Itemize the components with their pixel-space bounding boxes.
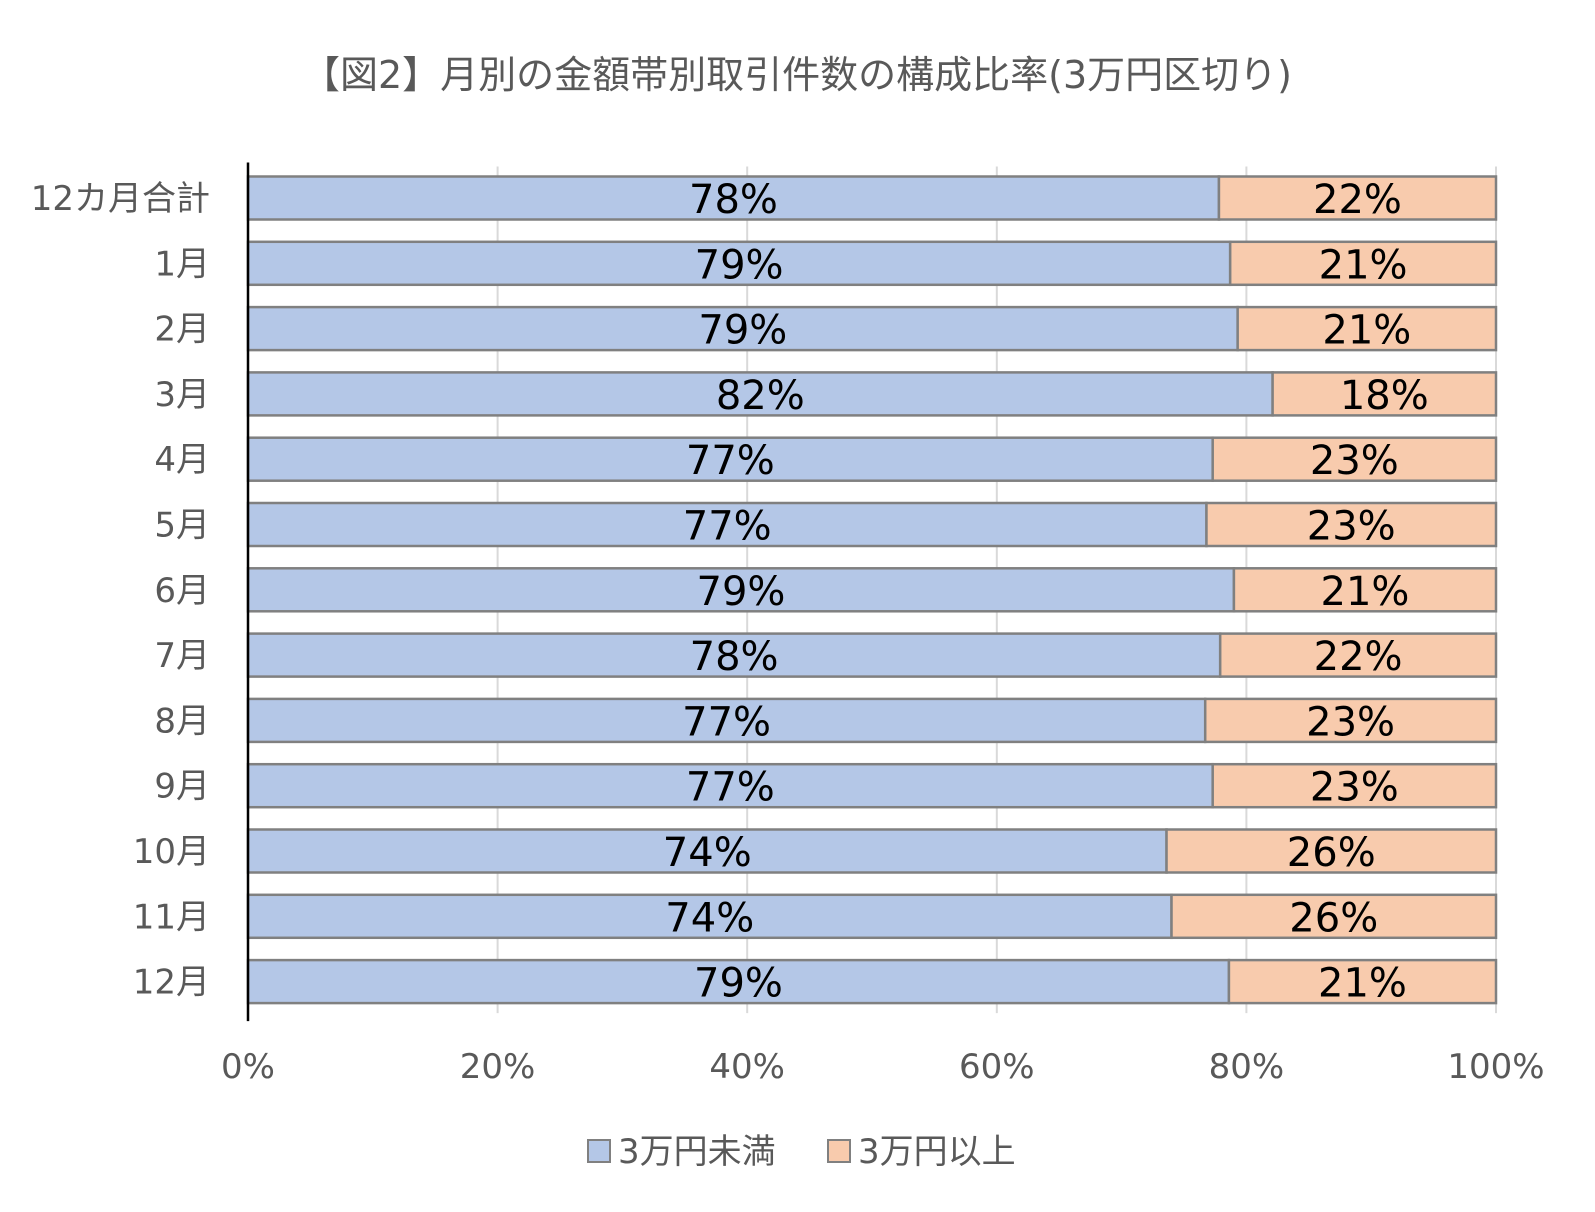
bar-segment (1218, 632, 1498, 678)
x-tick-label: 80% (1209, 1047, 1285, 1087)
category-label: 7月 (154, 636, 210, 676)
bar-segment (1228, 240, 1498, 287)
data-label: 79% (694, 961, 783, 1007)
data-label: 77% (683, 504, 772, 550)
x-tick-label: 60% (959, 1047, 1035, 1087)
category-label: 6月 (154, 571, 210, 611)
category-label: 12月 (133, 963, 210, 1003)
data-label: 22% (1313, 177, 1402, 223)
data-label: 23% (1306, 699, 1395, 745)
category-label: 9月 (154, 767, 210, 807)
data-label: 18% (1340, 373, 1429, 419)
data-label: 79% (698, 308, 787, 354)
category-label: 11月 (133, 897, 210, 937)
data-label: 78% (690, 634, 779, 680)
data-label: 74% (665, 895, 754, 941)
legend-label: 3万円未満 (618, 1132, 776, 1172)
category-label: 5月 (154, 506, 210, 546)
data-label: 26% (1289, 895, 1378, 941)
data-label: 79% (695, 242, 784, 288)
bar-segment (1232, 567, 1498, 613)
data-label: 21% (1321, 569, 1410, 615)
bars (246, 175, 1498, 1005)
category-label: 4月 (154, 440, 210, 480)
data-label: 77% (686, 438, 775, 484)
category-label: 1月 (154, 244, 210, 284)
data-label: 26% (1287, 830, 1376, 876)
data-label: 82% (716, 373, 805, 419)
bar-segment (1211, 762, 1498, 809)
bar-segment (246, 371, 1274, 417)
x-tick-label: 100% (1447, 1047, 1544, 1087)
legend-swatch (587, 1139, 611, 1163)
bar-segment (246, 240, 1232, 287)
data-label: 22% (1314, 634, 1403, 680)
bar-segment (1217, 175, 1498, 221)
x-tick-label: 20% (460, 1047, 536, 1087)
data-label: 23% (1310, 438, 1399, 484)
axes: 0% 20% 40% 60% 80% 100% 12カ月合計 1月 2月 3月 4月 5月 6月 7月 8月… (31, 162, 1545, 1087)
data-label: 21% (1319, 242, 1408, 288)
bar-segment (246, 893, 1173, 940)
data-label: 78% (689, 177, 778, 223)
bar-segment (1165, 828, 1498, 874)
data-label: 77% (686, 765, 775, 811)
data-label: 23% (1310, 765, 1399, 811)
bar-segment (1170, 893, 1498, 940)
data-label: 21% (1318, 961, 1407, 1007)
data-label: 74% (663, 830, 752, 876)
category-label: 12カ月合計 (31, 179, 210, 219)
data-label: 23% (1307, 504, 1396, 550)
x-tick-label: 40% (709, 1047, 785, 1087)
data-label: 79% (697, 569, 786, 615)
category-label: 2月 (154, 310, 210, 350)
legend: 3万円未満 3万円以上 (587, 1132, 1016, 1172)
x-tick-label: 0% (221, 1047, 275, 1087)
legend-label: 3万円以上 (858, 1132, 1016, 1172)
category-label: 8月 (154, 701, 210, 741)
data-label: 21% (1322, 308, 1411, 354)
category-label: 3月 (154, 375, 210, 415)
chart-title: 【図2】月別の金額帯別取引件数の構成比率(3万円区切り) (302, 53, 1292, 97)
category-label: 10月 (133, 832, 210, 872)
bar-segment (1211, 436, 1498, 482)
bar-segment (1227, 958, 1498, 1005)
bar-segment (1205, 501, 1498, 548)
bar-segment (1203, 697, 1498, 744)
legend-swatch (827, 1139, 851, 1163)
data-label: 77% (682, 699, 771, 745)
bar-segment (246, 305, 1239, 352)
data-labels: 78% 22% 79% 21% 79% 21% 82% 18% 77% 23% 77% 23% 79% 2… (663, 177, 1429, 1007)
bar-segment (1236, 305, 1498, 352)
bar-segment (1271, 371, 1498, 417)
bar-segment (246, 762, 1214, 809)
bar-segment (246, 501, 1208, 548)
